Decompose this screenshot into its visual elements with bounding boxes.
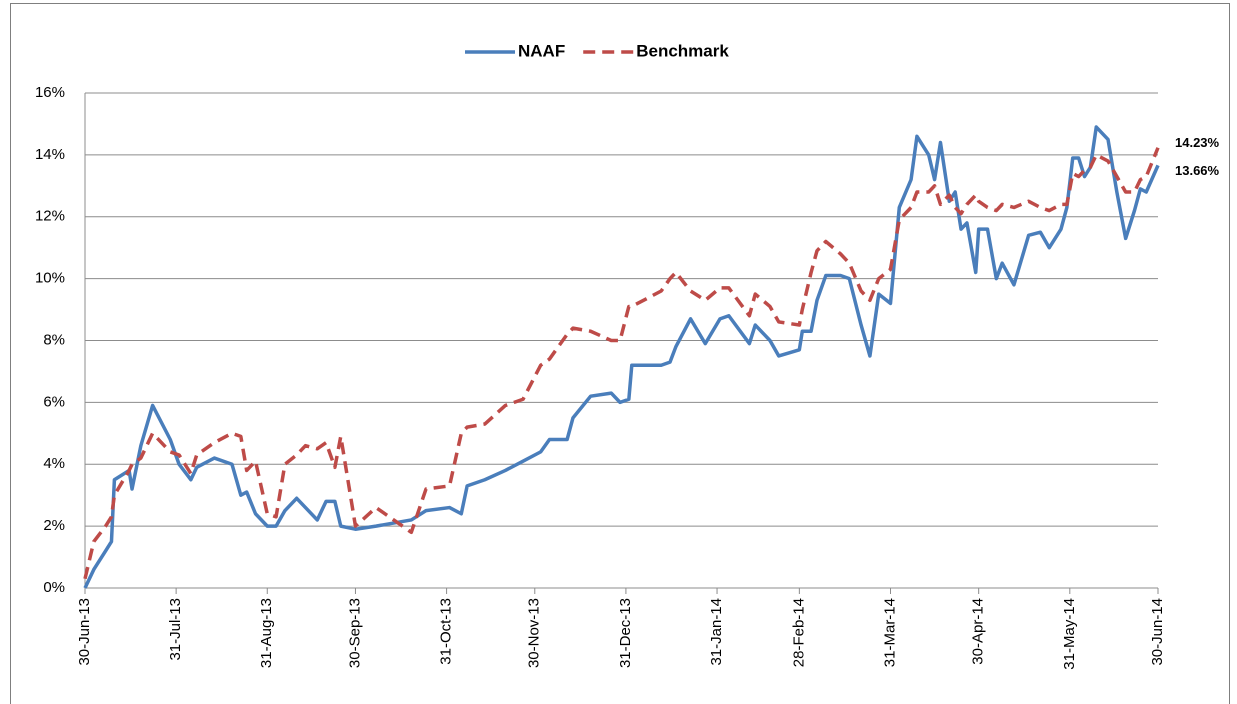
chart-frame — [10, 3, 1230, 704]
end-label: 14.23% — [1175, 135, 1220, 150]
y-tick-label: 10% — [35, 270, 65, 287]
x-tick-label: 30-Jun-14 — [1149, 598, 1166, 666]
legend-label: Benchmark — [636, 41, 729, 60]
y-tick-label: 12% — [35, 208, 65, 225]
x-tick-label: 30-Sep-13 — [346, 598, 363, 668]
x-tick-label: 31-Jan-14 — [708, 598, 725, 666]
x-tick-label: 31-Aug-13 — [258, 598, 275, 668]
x-tick-label: 31-Oct-13 — [438, 598, 455, 665]
y-tick-label: 16% — [35, 84, 65, 101]
x-tick-label: 30-Apr-14 — [970, 598, 987, 665]
y-tick-label: 14% — [35, 146, 65, 163]
x-tick-label: 31-May-14 — [1061, 598, 1078, 670]
x-tick-label: 31-Dec-13 — [617, 598, 634, 668]
y-tick-label: 8% — [43, 331, 65, 348]
legend-label: NAAF — [518, 41, 565, 60]
y-tick-label: 2% — [43, 517, 65, 534]
y-tick-label: 6% — [43, 393, 65, 410]
series-line — [83, 147, 1160, 580]
x-tick-label: 31-Mar-14 — [881, 598, 898, 667]
x-tick-label: 30-Jun-13 — [76, 598, 93, 666]
series-line — [83, 125, 1160, 589]
y-tick-label: 0% — [43, 579, 65, 596]
y-tick-label: 4% — [43, 455, 65, 472]
end-label: 13.66% — [1175, 163, 1220, 178]
x-tick-label: 31-Jul-13 — [167, 598, 184, 661]
x-tick-label: 28-Feb-14 — [790, 598, 807, 667]
x-tick-label: 30-Nov-13 — [526, 598, 543, 668]
